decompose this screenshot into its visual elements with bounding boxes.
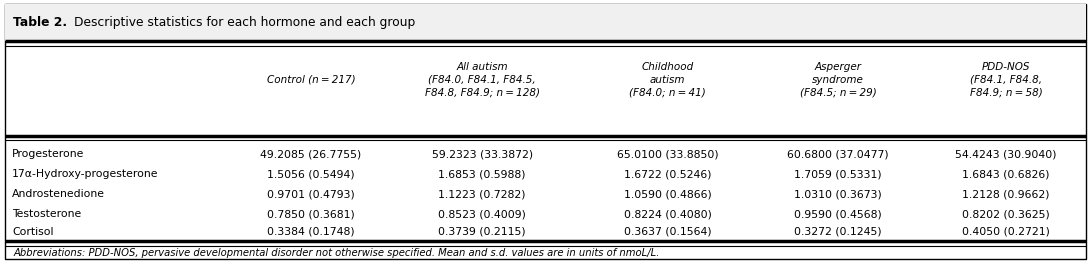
Text: 1.0590 (0.4866): 1.0590 (0.4866) [624, 189, 711, 199]
Text: 17α-Hydroxy-progesterone: 17α-Hydroxy-progesterone [12, 169, 158, 179]
Text: Testosterone: Testosterone [12, 209, 81, 219]
Text: 0.3384 (0.1748): 0.3384 (0.1748) [267, 227, 355, 237]
Text: PDD-NOS
(F84.1, F84.8,
F84.9; n = 58): PDD-NOS (F84.1, F84.8, F84.9; n = 58) [970, 62, 1042, 98]
Text: 1.0310 (0.3673): 1.0310 (0.3673) [794, 189, 882, 199]
Text: 1.5056 (0.5494): 1.5056 (0.5494) [267, 169, 355, 179]
Text: Androstenedione: Androstenedione [12, 189, 105, 199]
Text: Cortisol: Cortisol [12, 227, 53, 237]
Text: 0.3637 (0.1564): 0.3637 (0.1564) [624, 227, 711, 237]
Text: 0.8523 (0.4009): 0.8523 (0.4009) [439, 209, 526, 219]
Text: Table 2.: Table 2. [13, 16, 68, 29]
Text: 0.3272 (0.1245): 0.3272 (0.1245) [794, 227, 882, 237]
Text: 1.1223 (0.7282): 1.1223 (0.7282) [439, 189, 526, 199]
Text: 0.9590 (0.4568): 0.9590 (0.4568) [794, 209, 882, 219]
Text: 0.7850 (0.3681): 0.7850 (0.3681) [267, 209, 355, 219]
Text: Progesterone: Progesterone [12, 149, 84, 159]
Bar [5, 4, 1086, 41]
Text: 0.4050 (0.2721): 0.4050 (0.2721) [962, 227, 1050, 237]
Text: Control (n = 217): Control (n = 217) [266, 75, 356, 85]
Text: 60.6800 (37.0477): 60.6800 (37.0477) [787, 149, 889, 159]
Text: 65.0100 (33.8850): 65.0100 (33.8850) [616, 149, 719, 159]
Text: All autism
(F84.0, F84.1, F84.5,
F84.8, F84.9; n = 128): All autism (F84.0, F84.1, F84.5, F84.8, … [424, 62, 540, 98]
Text: 1.2128 (0.9662): 1.2128 (0.9662) [962, 189, 1050, 199]
Text: 1.6853 (0.5988): 1.6853 (0.5988) [439, 169, 526, 179]
Text: Abbreviations: PDD-NOS, pervasive developmental disorder not otherwise specified: Abbreviations: PDD-NOS, pervasive develo… [13, 248, 659, 258]
Text: 1.7059 (0.5331): 1.7059 (0.5331) [794, 169, 882, 179]
Text: Asperger
syndrome
(F84.5; n = 29): Asperger syndrome (F84.5; n = 29) [800, 62, 876, 98]
Text: Descriptive statistics for each hormone and each group: Descriptive statistics for each hormone … [74, 16, 416, 29]
Text: 0.3739 (0.2115): 0.3739 (0.2115) [439, 227, 526, 237]
Text: 49.2085 (26.7755): 49.2085 (26.7755) [261, 149, 361, 159]
Text: 0.8202 (0.3625): 0.8202 (0.3625) [962, 209, 1050, 219]
Text: 0.9701 (0.4793): 0.9701 (0.4793) [267, 189, 355, 199]
Text: 0.8224 (0.4080): 0.8224 (0.4080) [624, 209, 711, 219]
Text: 54.4243 (30.9040): 54.4243 (30.9040) [955, 149, 1057, 159]
Text: 1.6843 (0.6826): 1.6843 (0.6826) [962, 169, 1050, 179]
Text: 1.6722 (0.5246): 1.6722 (0.5246) [624, 169, 711, 179]
Text: 59.2323 (33.3872): 59.2323 (33.3872) [432, 149, 532, 159]
Text: Childhood
autism
(F84.0; n = 41): Childhood autism (F84.0; n = 41) [630, 62, 706, 98]
